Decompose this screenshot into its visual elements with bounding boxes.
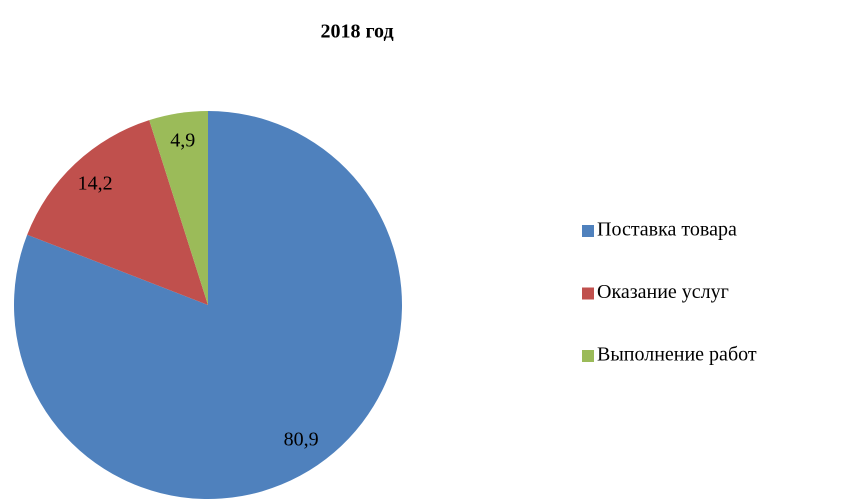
legend-label: Выполнение работ xyxy=(597,344,757,366)
pie-slice xyxy=(27,120,208,305)
chart-title: 2018 год xyxy=(320,21,393,43)
pie-slice xyxy=(13,111,402,500)
data-label: 80,9 xyxy=(284,429,319,451)
legend-swatch xyxy=(582,350,594,362)
legend-swatch xyxy=(582,287,594,300)
data-label: 14,2 xyxy=(78,172,113,194)
data-label: 4,9 xyxy=(170,130,195,152)
legend-label: Оказание услуг xyxy=(597,281,729,303)
pie-slice xyxy=(149,111,208,305)
legend-label: Поставка товара xyxy=(597,219,737,241)
legend-swatch xyxy=(582,225,594,237)
